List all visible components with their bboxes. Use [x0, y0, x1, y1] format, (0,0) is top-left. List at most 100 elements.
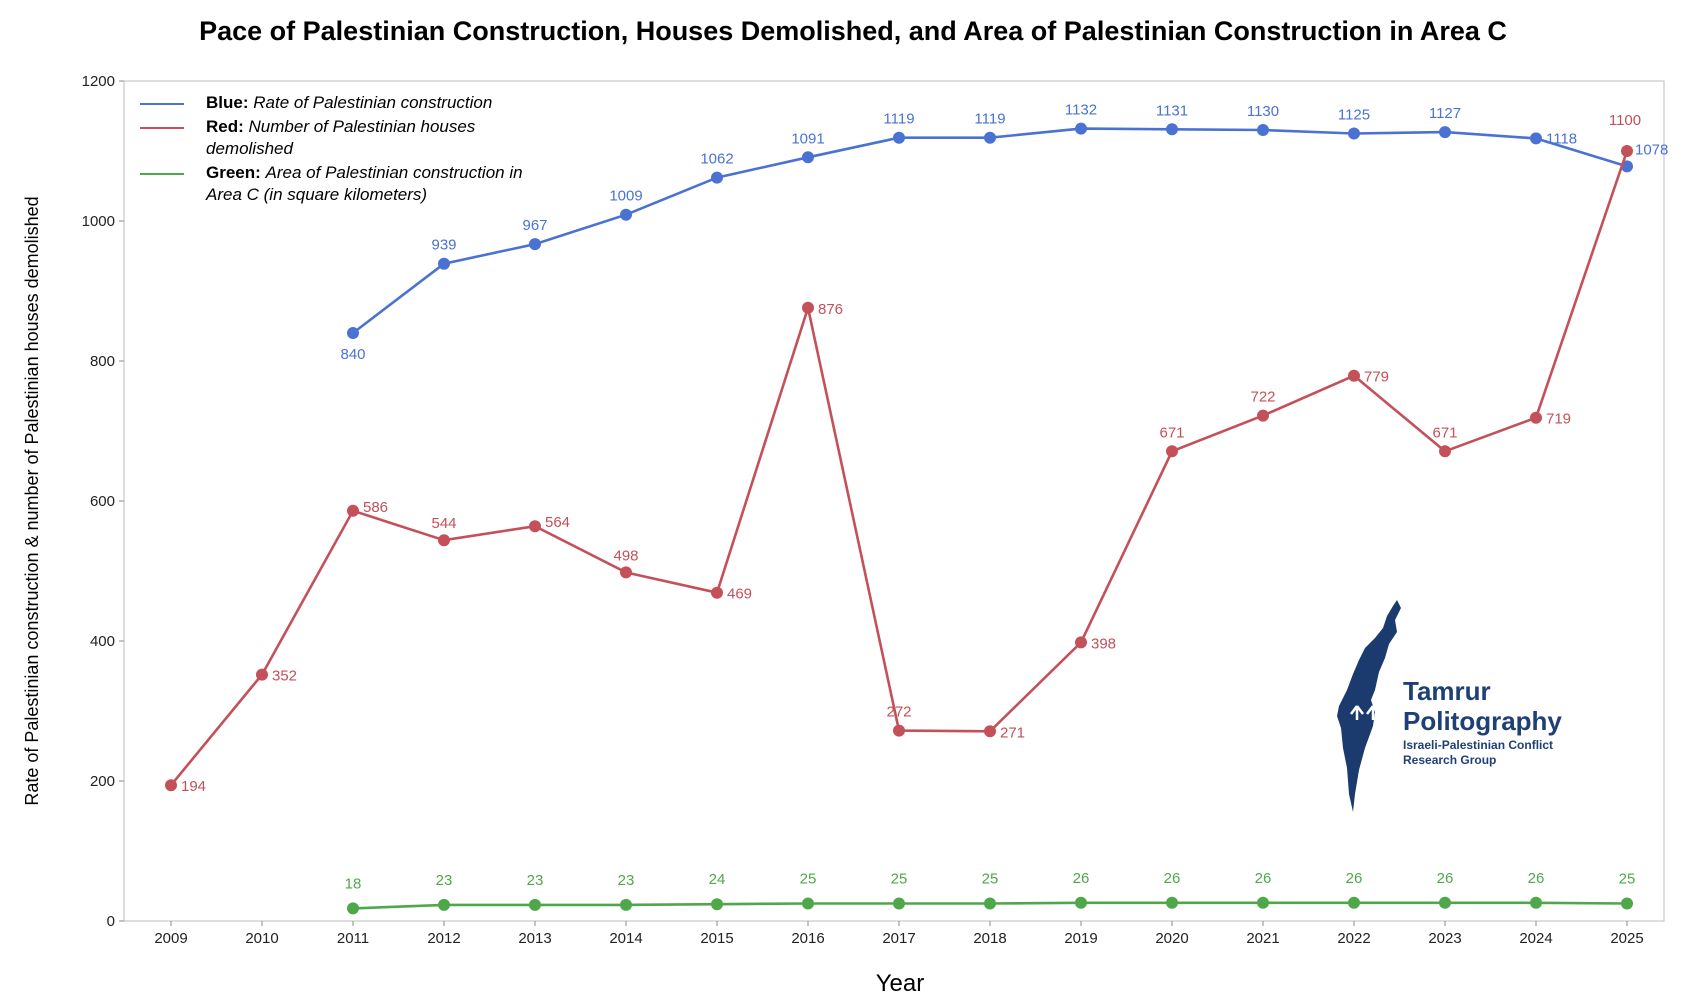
legend-key-green: Green:	[206, 163, 261, 182]
x-tick-label: 2022	[1337, 930, 1370, 947]
legend: Blue: Rate of Palestinian construction R…	[140, 92, 560, 208]
y-axis-title: Rate of Palestinian construction & numbe…	[22, 196, 42, 805]
x-tick-label: 2021	[1246, 930, 1279, 947]
data-point	[1348, 896, 1360, 909]
x-tick-label: 2011	[337, 930, 369, 947]
data-point	[438, 257, 450, 270]
legend-text-green: Area of Palestinian construction in Area…	[206, 163, 523, 204]
data-label: 1100	[1609, 112, 1641, 129]
x-tick-label: 2016	[791, 930, 824, 947]
y-tick-label: 800	[90, 353, 115, 370]
data-label: 939	[431, 237, 456, 254]
y-tick-label: 0	[107, 913, 115, 930]
data-point	[529, 238, 541, 251]
legend-item-green: Green: Area of Palestinian construction …	[140, 162, 560, 206]
data-label: 1125	[1338, 107, 1370, 124]
plot-area	[123, 80, 1665, 922]
data-label: 722	[1250, 389, 1275, 406]
logo-name: Tamrur Politography	[1403, 676, 1562, 736]
data-point	[1621, 145, 1633, 157]
data-label: 26	[1528, 870, 1545, 887]
data-label: 25	[1619, 871, 1636, 888]
data-point	[529, 898, 541, 911]
data-point	[620, 898, 632, 911]
data-label: 352	[272, 668, 297, 685]
x-tick-label: 2014	[609, 930, 642, 947]
data-point	[711, 898, 723, 911]
y-axis-ticks: 0 200 400 600 800 1000 1200	[82, 73, 124, 930]
data-label: 1131	[1156, 102, 1188, 119]
legend-key-blue: Blue:	[206, 93, 249, 112]
x-tick-label: 2012	[427, 930, 460, 947]
data-point	[438, 534, 450, 547]
data-point	[1075, 122, 1087, 135]
data-label: 194	[181, 778, 206, 795]
data-point	[1439, 896, 1451, 909]
data-point	[347, 902, 359, 915]
data-point	[893, 131, 905, 144]
data-label: 719	[1546, 411, 1571, 428]
data-label: 840	[340, 346, 365, 363]
data-point	[984, 725, 996, 738]
data-label: 1130	[1247, 103, 1279, 120]
data-label: 1091	[791, 130, 824, 147]
x-tick-label: 2018	[973, 930, 1006, 947]
legend-text-red: Number of Palestinian houses demolished	[206, 117, 476, 158]
logo-subtitle: Israeli-Palestinian Conflict Research Gr…	[1403, 738, 1554, 767]
data-label: 1078	[1635, 141, 1668, 158]
y-tick-label: 1200	[82, 73, 115, 90]
data-label: 25	[891, 871, 908, 888]
data-point	[711, 586, 723, 599]
x-tick-label: 2013	[518, 930, 551, 947]
data-point	[1166, 445, 1178, 458]
data-point	[1257, 409, 1269, 422]
data-label: 544	[431, 515, 456, 532]
data-label: 586	[363, 499, 388, 516]
legend-line-red	[140, 127, 184, 129]
data-label: 272	[886, 704, 911, 721]
data-label: 23	[527, 872, 544, 889]
x-tick-label: 2017	[882, 930, 915, 947]
data-point	[984, 131, 996, 144]
data-label: 779	[1364, 369, 1389, 386]
data-label: 1132	[1065, 102, 1097, 119]
data-point	[1530, 411, 1542, 424]
data-label: 25	[800, 871, 817, 888]
data-point	[1075, 636, 1087, 649]
data-label: 26	[1164, 870, 1181, 887]
tamrur-politography-logo: Tamrur Politography Israeli-Palestinian …	[1335, 598, 1575, 818]
data-label: 498	[613, 547, 638, 564]
x-tick-label: 2019	[1064, 930, 1097, 947]
data-point	[165, 779, 177, 792]
x-axis-ticks: 2009 2010 2011 2012 2013 2014 2015 2016 2017 2018…	[154, 921, 1644, 947]
data-label: 26	[1346, 870, 1363, 887]
y-tick-label: 200	[90, 773, 115, 790]
data-label: 1062	[700, 151, 733, 168]
data-label: 398	[1091, 635, 1116, 652]
data-label: 1009	[609, 188, 642, 205]
x-tick-label: 2020	[1155, 930, 1188, 947]
data-point	[438, 898, 450, 911]
chart-title: Pace of Palestinian Construction, Houses…	[199, 16, 1507, 46]
data-label: 671	[1159, 424, 1184, 441]
data-point	[529, 520, 541, 533]
series-layer	[165, 122, 1633, 915]
data-label: 967	[522, 217, 547, 234]
legend-item-blue: Blue: Rate of Palestinian construction	[140, 92, 560, 114]
data-label: 671	[1432, 424, 1457, 441]
legend-line-green	[140, 173, 184, 175]
data-point	[1348, 369, 1360, 382]
data-point	[1439, 126, 1451, 139]
x-tick-label: 2023	[1428, 930, 1461, 947]
data-label: 26	[1437, 870, 1454, 887]
y-tick-label: 400	[90, 633, 115, 650]
data-point	[620, 566, 632, 579]
data-point	[1348, 127, 1360, 140]
data-point	[1075, 896, 1087, 909]
data-label: 271	[1000, 724, 1025, 741]
data-point	[802, 897, 814, 910]
legend-key-red: Red:	[206, 117, 244, 136]
data-label: 18	[345, 875, 362, 892]
data-label: 1118	[1546, 130, 1577, 147]
